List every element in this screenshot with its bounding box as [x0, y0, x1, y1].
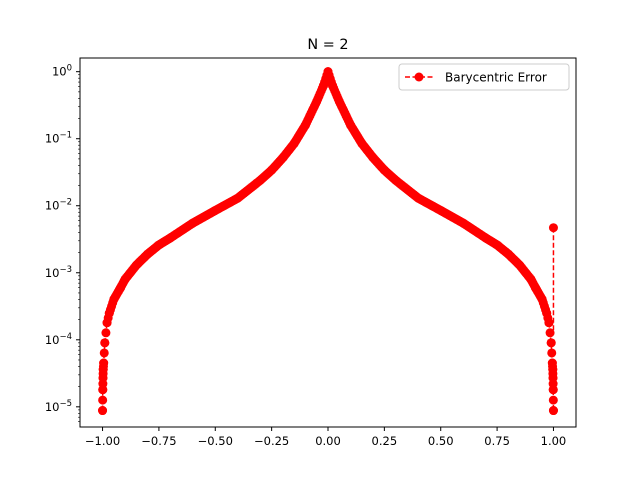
series-band-point	[98, 395, 108, 405]
plot-background	[80, 58, 576, 427]
data-point	[98, 385, 108, 395]
x-tick-label: 0.00	[315, 434, 341, 448]
series-band-point	[547, 348, 557, 358]
data-point	[436, 205, 446, 215]
data-point	[526, 274, 536, 284]
data-point	[542, 308, 552, 318]
series-band-point	[99, 348, 109, 358]
data-point	[318, 81, 328, 91]
data-point	[544, 318, 554, 328]
data-point	[255, 175, 265, 185]
data-point	[530, 283, 540, 293]
data-point	[547, 358, 557, 368]
y-tick-label: 10−5	[45, 399, 72, 414]
data-point	[546, 338, 556, 348]
data-point	[165, 233, 175, 243]
data-point	[99, 358, 109, 368]
series-band-point	[101, 328, 111, 338]
data-point	[278, 153, 288, 163]
data-point	[188, 218, 198, 228]
outlier-point	[548, 223, 558, 233]
data-point	[481, 233, 491, 243]
data-point	[300, 120, 310, 130]
data-point	[98, 373, 108, 383]
data-point	[312, 96, 322, 106]
data-point	[98, 406, 108, 416]
data-point	[334, 96, 344, 106]
data-point	[357, 138, 367, 148]
legend-marker-sample	[414, 72, 424, 82]
chart-title: N = 2	[307, 37, 348, 53]
data-point	[98, 365, 108, 375]
series-band-point	[545, 328, 555, 338]
data-point	[143, 249, 153, 259]
data-point	[548, 365, 558, 375]
x-tick-label: −0.50	[198, 434, 233, 448]
plot-area	[79, 57, 577, 428]
data-point	[548, 373, 558, 383]
data-point	[548, 385, 558, 395]
data-point	[120, 274, 130, 284]
data-point	[116, 283, 126, 293]
data-point	[102, 318, 112, 328]
data-point	[233, 193, 243, 203]
data-point	[548, 406, 558, 416]
y-tick-label: 100	[52, 64, 72, 79]
data-point	[323, 67, 333, 77]
y-tick-label: 10−4	[45, 332, 72, 347]
x-axis: −1.00 −0.75 −0.50 −0.25 0.00 0.25 0.50 0.75 1.00	[85, 427, 566, 448]
data-point	[458, 218, 468, 228]
data-point	[492, 240, 502, 250]
data-point	[379, 165, 389, 175]
data-point	[267, 165, 277, 175]
y-tick-label: 10−3	[45, 265, 72, 280]
y-tick-label: 10−2	[45, 198, 72, 213]
legend: Barycentric Error	[398, 63, 570, 91]
x-tick-label: −1.00	[85, 434, 120, 448]
data-point	[328, 81, 338, 91]
data-point	[100, 338, 110, 348]
legend-box	[398, 63, 570, 91]
data-point	[368, 153, 378, 163]
x-tick-label: −0.25	[254, 434, 289, 448]
x-tick-label: 0.50	[428, 434, 454, 448]
data-point	[109, 294, 119, 304]
data-point	[289, 138, 299, 148]
x-tick-label: 0.25	[372, 434, 398, 448]
data-point	[154, 240, 164, 250]
data-point	[391, 175, 401, 185]
data-point	[131, 260, 141, 270]
data-point	[503, 249, 513, 259]
legend-label: Barycentric Error	[445, 71, 547, 85]
x-tick-label: 0.75	[484, 434, 510, 448]
y-axis: 10−5 10−4 10−3 10−2 10−1 100	[45, 64, 80, 422]
series-layer	[98, 67, 558, 416]
data-point	[515, 260, 525, 270]
data-point	[210, 205, 220, 215]
data-point	[413, 193, 423, 203]
x-tick-label: 1.00	[541, 434, 567, 448]
data-point	[104, 308, 114, 318]
x-tick-label: −0.75	[141, 434, 176, 448]
data-point	[537, 294, 547, 304]
series-band-point	[548, 395, 558, 405]
y-tick-label: 10−1	[45, 131, 72, 146]
data-point	[346, 120, 356, 130]
